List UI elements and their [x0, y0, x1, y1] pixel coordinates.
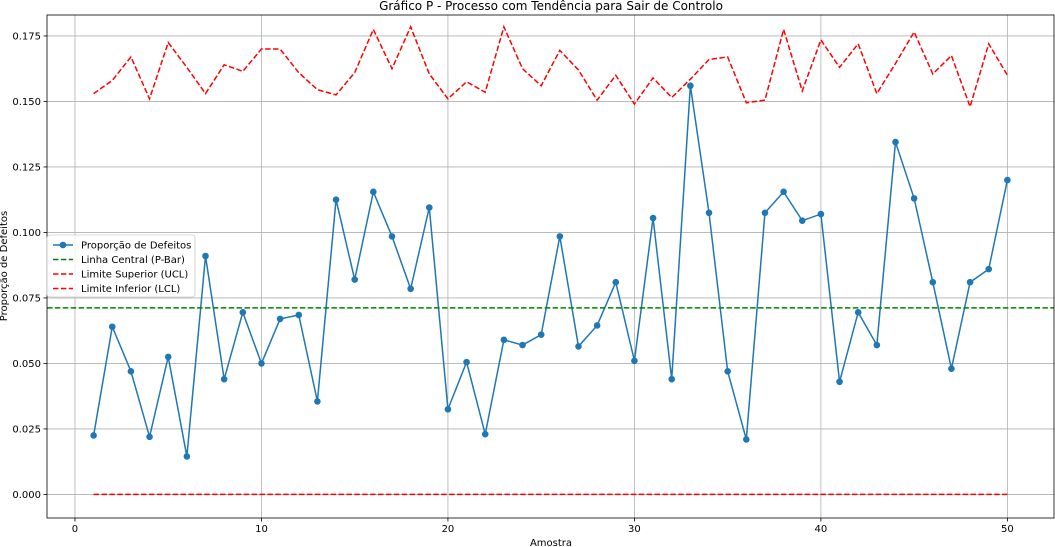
data-point [314, 398, 321, 405]
data-point [519, 341, 526, 349]
x-tick-label: 0 [72, 524, 78, 535]
data-point [295, 311, 303, 319]
defect-proportion-line [92, 85, 1009, 457]
y-tick-label: 0.150 [12, 97, 41, 108]
data-point [332, 196, 340, 203]
ticks: 0 10 20 30 40 50 0.000 0.025 0.050 0.075 0.100 0.12… [12, 31, 1013, 535]
data-point [817, 210, 825, 218]
data-point [481, 430, 489, 438]
data-point [164, 353, 172, 361]
data-point [575, 343, 582, 350]
data-point [631, 357, 638, 365]
series-layer [47, 24, 1054, 496]
data-point [220, 375, 228, 383]
legend-box [46, 234, 196, 298]
data-point [556, 233, 564, 240]
data-point [910, 195, 918, 202]
data-point [108, 323, 116, 331]
x-tick-label: 40 [815, 524, 828, 535]
y-tick-label: 0.000 [12, 490, 41, 501]
ucl-line [93, 24, 1009, 110]
data-point [146, 433, 153, 441]
data-point [425, 204, 433, 211]
legend-label: Linha Central (P-Bar) [81, 255, 185, 266]
data-point [649, 214, 657, 222]
x-axis-label: Amostra [530, 538, 572, 547]
y-tick-label: 0.050 [12, 359, 41, 370]
data-point [966, 278, 974, 286]
legend: Proporção de Defeitos Linha Central (P-Ba… [46, 234, 196, 298]
data-point [407, 285, 414, 293]
chart-title: Gráfico P - Processo com Tendência para … [379, 0, 723, 13]
data-point [276, 315, 284, 323]
x-tick-label: 10 [255, 524, 268, 535]
data-point [258, 360, 265, 367]
data-point [948, 365, 955, 372]
data-point [780, 188, 787, 196]
x-tick-label: 20 [442, 524, 455, 535]
data-point [854, 309, 862, 316]
data-point [761, 209, 769, 217]
data-point [743, 436, 750, 443]
data-point [668, 375, 676, 383]
data-point [705, 209, 713, 217]
legend-marker [59, 241, 67, 249]
y-tick-label: 0.100 [12, 228, 41, 239]
data-point [892, 138, 899, 146]
data-point [239, 309, 247, 316]
y-tick-label: 0.025 [12, 424, 41, 435]
data-point [612, 278, 620, 286]
y-tick-label: 0.175 [12, 31, 41, 42]
data-point [836, 378, 843, 386]
legend-label: Limite Superior (UCL) [81, 270, 188, 281]
data-point [724, 367, 731, 375]
data-point [388, 233, 396, 240]
data-point [444, 405, 452, 413]
data-point [687, 82, 694, 90]
data-point [593, 322, 601, 329]
data-point [798, 217, 806, 224]
data-point [351, 276, 358, 283]
legend-label: Limite Inferior (LCL) [81, 284, 180, 295]
data-point [1004, 176, 1011, 184]
data-point [929, 278, 937, 286]
x-tick-label: 30 [628, 524, 641, 535]
data-point [202, 252, 209, 260]
data-point [127, 367, 135, 375]
data-point [873, 341, 881, 349]
y-tick-label: 0.075 [12, 293, 41, 304]
data-point [985, 265, 993, 273]
data-point [90, 432, 97, 439]
data-point [537, 331, 545, 338]
y-axis-label: Proporção de Defeitos [0, 211, 10, 321]
data-point [463, 358, 470, 366]
legend-label: Proporção de Defeitos [81, 241, 191, 252]
data-point [500, 336, 508, 344]
y-tick-label: 0.125 [12, 162, 41, 173]
data-point [183, 453, 191, 460]
data-point [370, 188, 377, 196]
x-tick-label: 50 [1001, 524, 1014, 535]
